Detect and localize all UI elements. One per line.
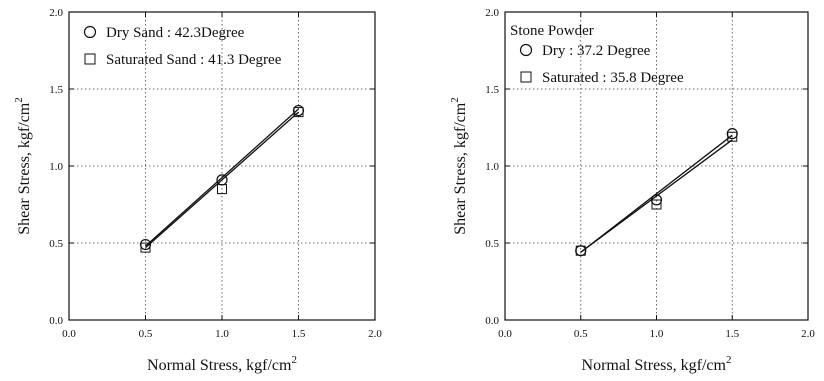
data-point-square: [727, 131, 738, 142]
y-tick-label: 1.5: [485, 84, 499, 96]
data-point-square: [575, 245, 586, 256]
legend-marker-square: [84, 53, 96, 65]
fit-line-series-1: [145, 108, 299, 247]
x-tick-label: 0.0: [62, 328, 76, 340]
y-tick-label: 0.5: [49, 238, 63, 250]
legend-marker-circle: [83, 25, 97, 39]
x-tick-label: 0.0: [498, 328, 512, 340]
x-tick-label: 0.5: [139, 328, 153, 340]
x-tick-label: 1.0: [215, 328, 229, 340]
legend-marker-circle: [519, 43, 533, 57]
y-axis-label-text: Shear Stress, kgf/cm: [452, 102, 469, 235]
chart-panel-1: 0.0 0.5 1.0 1.5 2.0 0.0 0.5 1.0 1.5 2.0 Dry Sand :…: [13, 7, 382, 374]
legend-label: Dry Sand : 42.3Degree: [106, 25, 245, 41]
x-axis-label-text: Normal Stress, kgf/cm: [147, 357, 292, 374]
data-point-square: [217, 184, 227, 195]
fit-line-series-2: [145, 111, 299, 249]
y-axis-label-text: Shear Stress, kgf/cm: [16, 102, 33, 235]
data-point-square: [651, 199, 662, 210]
y-axis-label-superscript: 2: [13, 97, 25, 103]
data-point-circle: [292, 104, 305, 117]
y-tick-label: 1.5: [49, 84, 63, 96]
y-tick-label: 0.0: [49, 315, 63, 327]
y-axis-label: Shear Stress, kgf/cm2: [13, 97, 33, 234]
x-axis-label-superscript: 2: [726, 354, 732, 366]
x-tick-label: 0.5: [574, 328, 588, 340]
legend-label: Saturated : 35.8 Degree: [542, 70, 684, 86]
legend-marker-square: [520, 71, 532, 83]
y-tick-label: 1.0: [49, 161, 63, 173]
x-axis-label-text: Normal Stress, kgf/cm: [582, 357, 727, 374]
x-axis-label: Normal Stress, kgf/cm2: [147, 354, 297, 374]
x-axis-label: Normal Stress, kgf/cm2: [582, 354, 732, 374]
y-tick-label: 2.0: [485, 7, 499, 19]
x-tick-label: 1.5: [725, 328, 739, 340]
legend-title: Stone Powder: [510, 23, 594, 39]
data-point-square: [293, 107, 304, 118]
x-tick-label: 1.5: [292, 328, 306, 340]
x-tick-label: 2.0: [368, 328, 382, 340]
legend-label: Saturated Sand : 41.3 Degree: [106, 52, 282, 68]
y-axis-label-superscript: 2: [449, 97, 461, 103]
x-tick-label: 2.0: [801, 328, 815, 340]
x-tick-label: 1.0: [650, 328, 664, 340]
data-point-circle: [575, 245, 587, 257]
y-tick-label: 1.0: [485, 161, 499, 173]
y-axis-label: Shear Stress, kgf/cm2: [449, 97, 469, 234]
data-point-square: [140, 242, 151, 253]
y-tick-label: 0.0: [485, 315, 499, 327]
x-axis-label-superscript: 2: [291, 354, 297, 366]
fit-line-series-2: [580, 139, 733, 253]
y-tick-label: 0.5: [485, 238, 499, 250]
legend-label: Dry : 37.2 Degree: [542, 43, 651, 59]
y-tick-label: 2.0: [49, 7, 63, 19]
chart-panel-2: 0.0 0.5 1.0 1.5 2.0 0.0 0.5 1.0 1.5 2.0 Stone Powd…: [449, 7, 815, 374]
